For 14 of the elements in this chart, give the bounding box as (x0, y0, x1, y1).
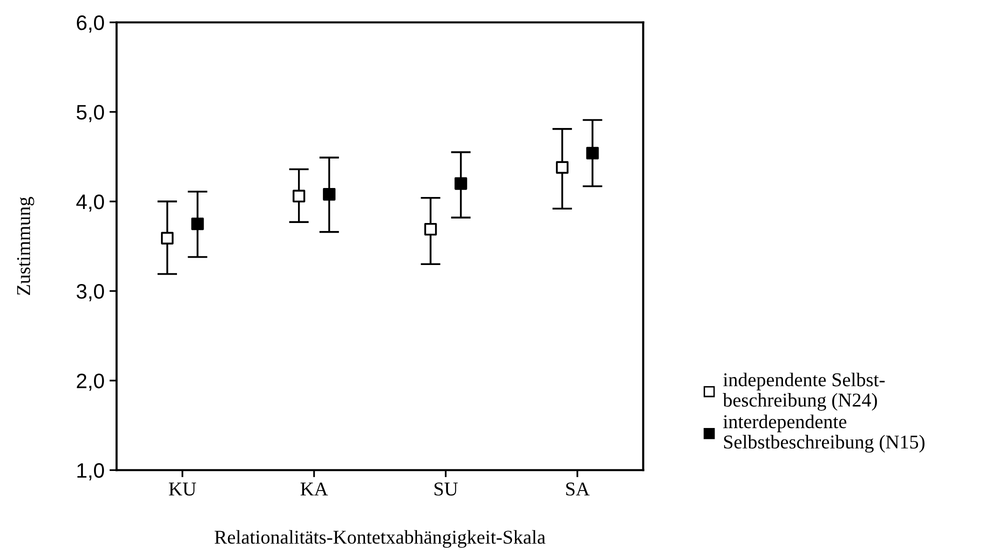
y-tick-label: 5,0 (76, 104, 104, 122)
y-tick-label: 1,0 (77, 463, 104, 480)
y-tick-label: 2,0 (76, 374, 104, 391)
x-tick-label: SA (566, 482, 590, 496)
x-tick-label: KA (300, 482, 328, 496)
y-tick-label: 4,0 (76, 194, 104, 212)
x-axis-title: Relationalitäts-Kontetxabhängigkeit-Skala (214, 530, 546, 548)
y-tick-label: 3,0 (76, 284, 104, 302)
legend-label: independente Selbst- beschreibung (N24) (722, 372, 885, 411)
legend-label: interdependente Selbstbeschreibung (N15) (723, 414, 924, 453)
y-tick-label: 6,0 (76, 15, 104, 33)
x-tick-label: KU (168, 482, 196, 496)
y-axis-title: Zustimmung (17, 196, 34, 296)
x-tick-label: SU (434, 482, 458, 496)
